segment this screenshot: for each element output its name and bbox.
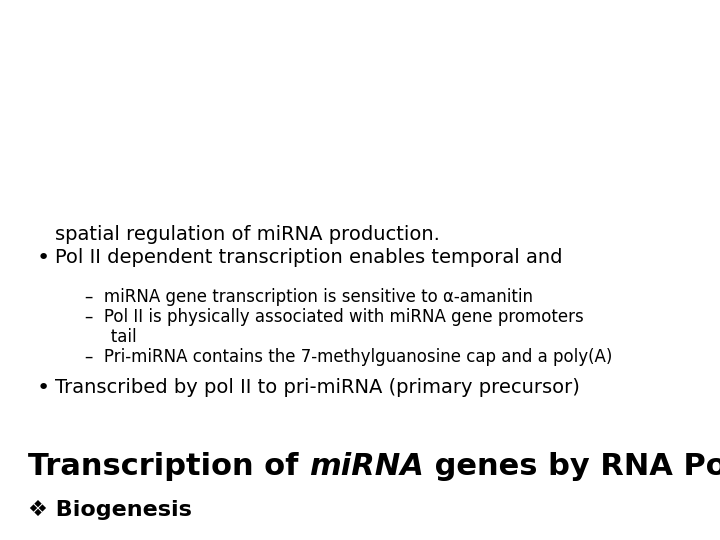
Text: miRNA: miRNA [309, 452, 424, 481]
Text: genes by RNA Pol II: genes by RNA Pol II [424, 452, 720, 481]
Text: Pol II dependent transcription enables temporal and: Pol II dependent transcription enables t… [55, 248, 562, 267]
Text: Transcription of: Transcription of [28, 452, 309, 481]
Text: –  Pol II is physically associated with miRNA gene promoters: – Pol II is physically associated with m… [85, 308, 584, 326]
Text: –  miRNA gene transcription is sensitive to α-amanitin: – miRNA gene transcription is sensitive … [85, 288, 533, 306]
Text: tail: tail [95, 328, 137, 346]
Text: Transcribed by pol II to pri-miRNA (primary precursor): Transcribed by pol II to pri-miRNA (prim… [55, 378, 580, 397]
Text: ❖ Biogenesis: ❖ Biogenesis [28, 500, 192, 520]
Text: •: • [37, 248, 50, 268]
Text: –  Pri-miRNA contains the 7-methylguanosine cap and a poly(A): – Pri-miRNA contains the 7-methylguanosi… [85, 348, 613, 366]
Text: spatial regulation of miRNA production.: spatial regulation of miRNA production. [55, 225, 440, 244]
Text: •: • [37, 378, 50, 398]
